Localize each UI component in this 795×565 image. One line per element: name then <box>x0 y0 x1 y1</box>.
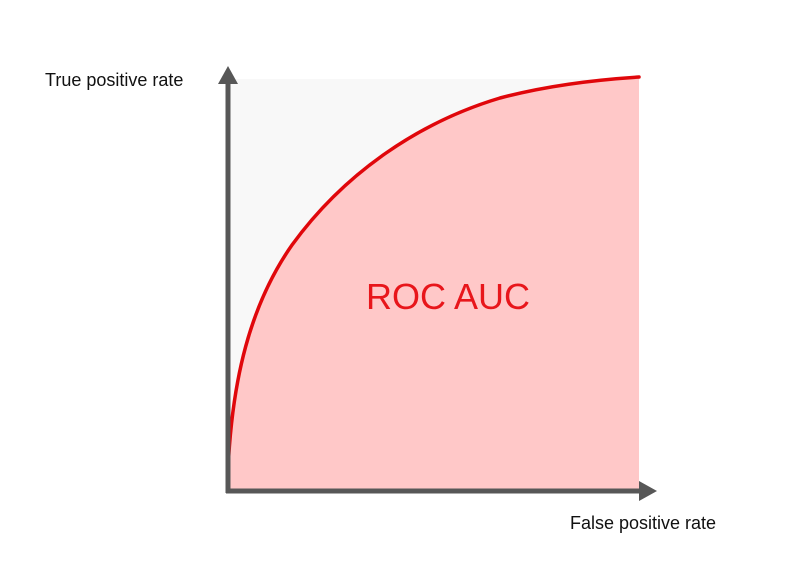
roc-curve <box>226 75 641 472</box>
x-axis-label: False positive rate <box>570 513 716 533</box>
y-axis-arrowhead <box>218 66 238 84</box>
x-axis-arrowhead <box>639 481 657 501</box>
auc-area-label: ROC AUC <box>366 276 530 317</box>
y-axis-label: True positive rate <box>45 70 183 90</box>
auc-area <box>228 77 639 491</box>
